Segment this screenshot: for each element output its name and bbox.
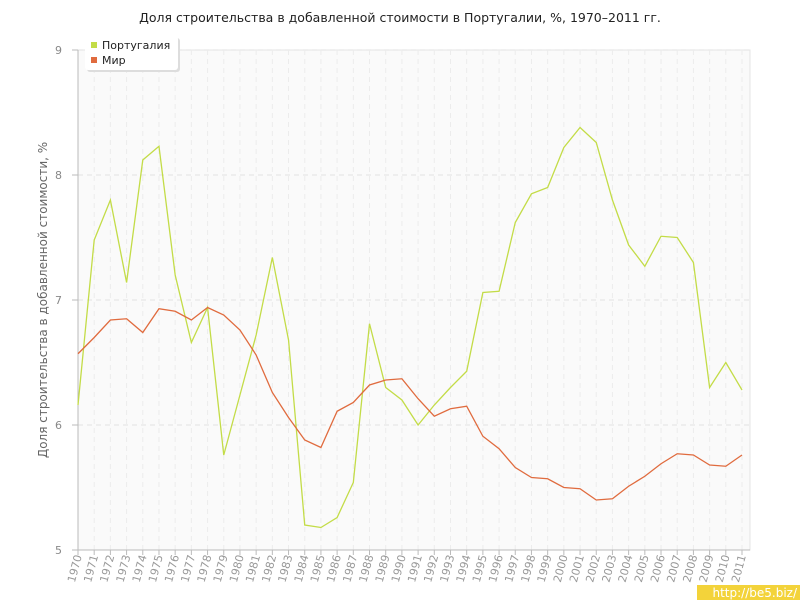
series-line	[77, 126, 743, 529]
legend-box	[85, 36, 178, 70]
y-tick-label: 6	[55, 419, 62, 432]
y-tick-label: 5	[55, 544, 62, 557]
legend: Португалия Мир	[85, 36, 180, 72]
watermark: http://be5.biz/	[712, 586, 797, 600]
legend-swatch	[91, 57, 97, 63]
y-axis-label: Доля строительства в добавленной стоимос…	[36, 142, 50, 458]
y-tick-label: 8	[55, 169, 62, 182]
y-tick-label: 9	[55, 44, 62, 57]
legend-label: Португалия	[102, 39, 170, 52]
y-tick-label: 7	[55, 294, 62, 307]
series-line	[77, 306, 743, 501]
legend-swatch	[91, 42, 97, 48]
legend-label: Мир	[102, 54, 126, 67]
watermark-bg	[697, 585, 800, 600]
chart-title: Доля строительства в добавленной стоимос…	[139, 10, 661, 25]
